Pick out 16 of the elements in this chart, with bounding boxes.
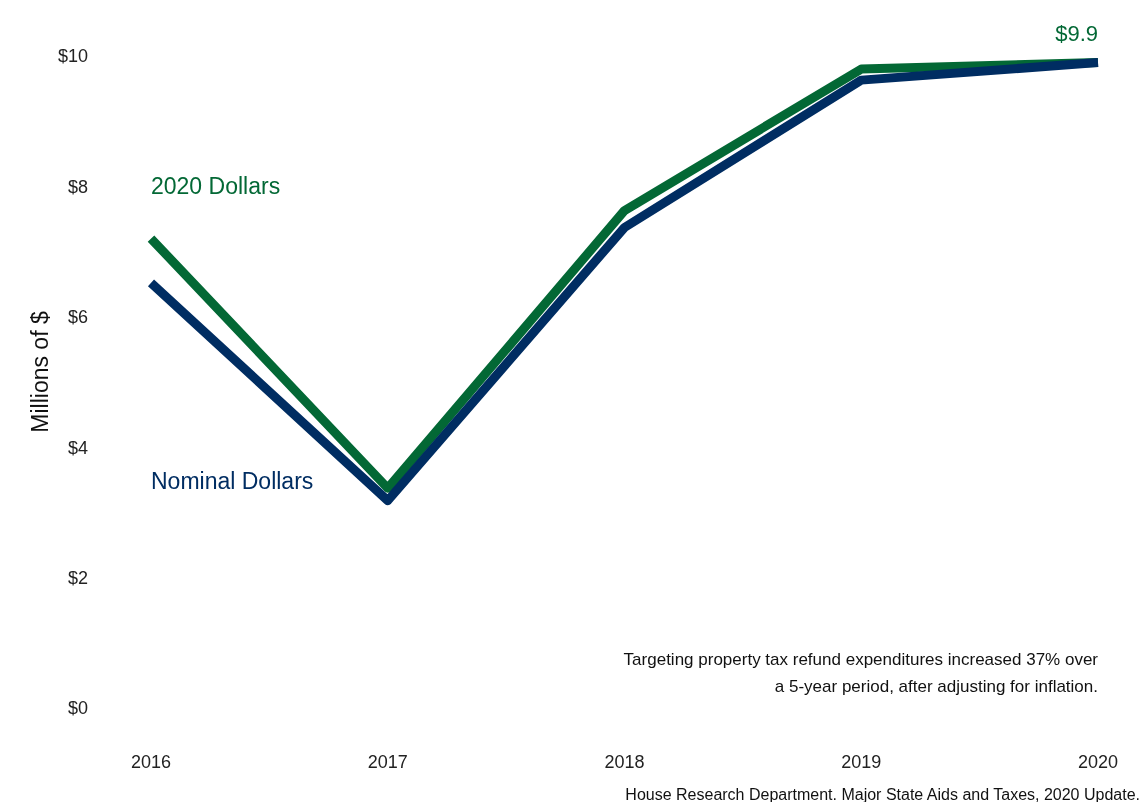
series-label: 2020 Dollars <box>151 172 281 199</box>
y-tick-label: $10 <box>57 46 88 67</box>
y-tick-label: $6 <box>67 307 88 328</box>
x-tick-label: 2017 <box>367 752 408 772</box>
y-tick-label: $2 <box>67 567 88 588</box>
y-tick-label: $8 <box>67 176 88 197</box>
annotation: Targeting property tax refund expenditures increased 37% over a 5-year period, after adjusting for inflation. <box>623 650 1099 696</box>
x-tick-label: 2020 <box>1077 752 1119 772</box>
x-tick-label: 2016 <box>130 752 172 772</box>
y-axis-title: Millions of $ <box>27 311 53 433</box>
y-tick-label: $4 <box>67 437 88 458</box>
x-tick-label: 2019 <box>841 752 882 772</box>
series-label: Nominal Dollars <box>151 467 314 494</box>
data-label: $9.9 <box>1055 20 1098 46</box>
x-tick-label: 2018 <box>604 752 645 772</box>
y-tick-label: $0 <box>67 698 88 719</box>
